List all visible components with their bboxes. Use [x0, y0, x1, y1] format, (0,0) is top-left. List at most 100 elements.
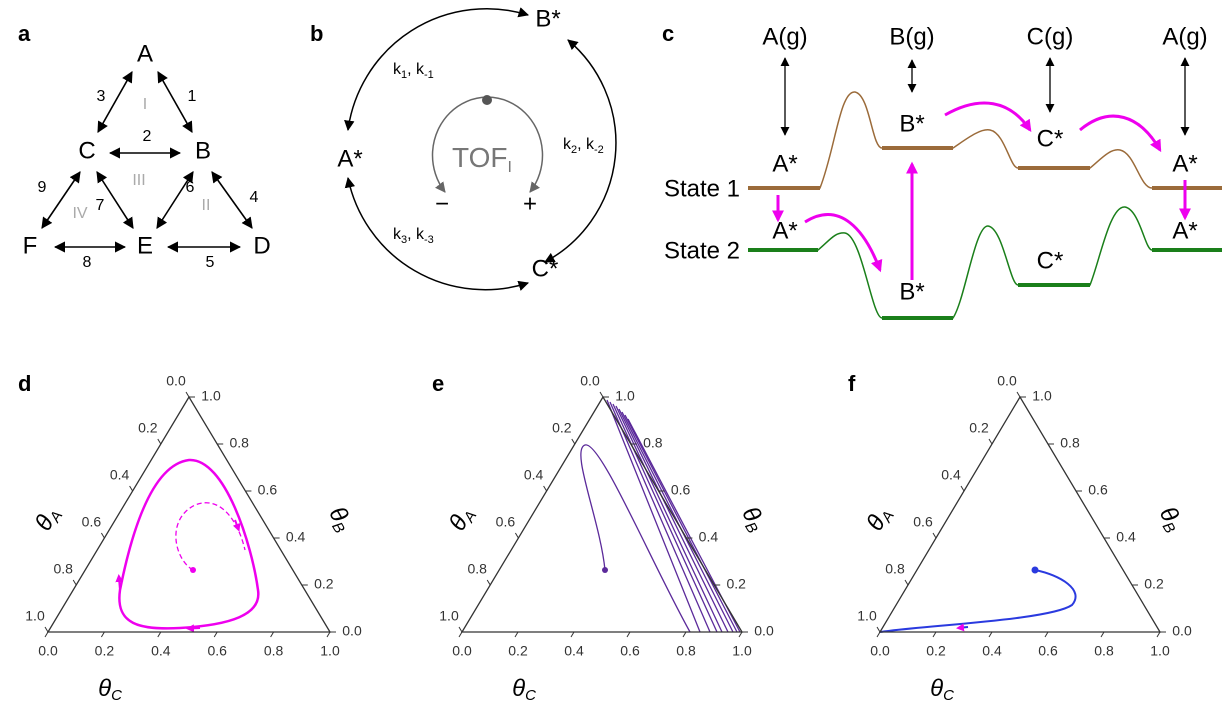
tick-label: 0.8: [676, 643, 696, 659]
pathway-arrows: [772, 101, 1191, 280]
axis-label: θB: [322, 502, 358, 536]
tick-label: 0.6: [496, 514, 516, 530]
tick: [626, 631, 631, 638]
region-label: I: [143, 96, 147, 113]
tick: [599, 391, 604, 398]
gas: C(g): [1027, 23, 1074, 50]
tick-label: 0.0: [870, 643, 890, 659]
start-point: [602, 567, 608, 573]
tick: [543, 485, 548, 492]
tick: [1156, 631, 1161, 638]
species: A*: [1172, 150, 1197, 177]
tick-label: 1.0: [615, 388, 635, 404]
species: C*: [1037, 125, 1064, 152]
tick-label: 0.6: [1038, 643, 1058, 659]
tick-label: 0.8: [53, 561, 73, 577]
tick: [514, 532, 519, 539]
tick-label: 1.0: [201, 388, 221, 404]
tick-label: 0.6: [913, 514, 933, 530]
tick: [932, 631, 937, 638]
node: D: [253, 232, 270, 259]
edge-label: 9: [38, 179, 47, 196]
edge-label: 8: [83, 254, 92, 271]
rate-part: , k: [407, 226, 425, 243]
edge-label: 7: [96, 197, 105, 214]
rate-part: -1: [424, 69, 434, 81]
rate-part: , k: [577, 136, 595, 153]
tick-label: 0.6: [1088, 482, 1108, 498]
tick-label: 0.0: [166, 373, 186, 389]
tick-label: 0.0: [452, 643, 472, 659]
tick-label: 0.4: [151, 643, 171, 659]
tick: [157, 631, 162, 638]
ternary-frame: [46, 395, 332, 633]
ternary-frame: [878, 395, 1162, 633]
gas: A(g): [762, 23, 807, 50]
tick: [129, 485, 134, 492]
state2-profile: [748, 206, 1222, 319]
axis-label: θA: [862, 502, 898, 536]
state1-levels: [748, 146, 1222, 190]
tick-label: 0.8: [264, 643, 284, 659]
tick: [213, 631, 218, 638]
edge-label: 2: [143, 128, 152, 145]
species: A*: [337, 145, 362, 172]
region-label: IV: [72, 205, 87, 222]
tick-label: 1.0: [439, 608, 459, 624]
state1-profile: [748, 91, 1222, 189]
rate-label: k3, k-3: [393, 226, 434, 246]
tick: [458, 626, 463, 633]
tof-dot: [482, 95, 492, 105]
adsorption-arrows: [780, 57, 1190, 136]
tick-label: 0.2: [314, 576, 334, 592]
sign: +: [523, 190, 537, 217]
tick-label: 0.2: [969, 420, 989, 436]
tick-label: 0.0: [38, 643, 58, 659]
tick-label: 0.2: [138, 420, 158, 436]
tick-label: 0.8: [1094, 643, 1114, 659]
direction-arrow: [956, 623, 969, 632]
axis-symbol: θ: [930, 675, 943, 702]
species: C*: [532, 255, 559, 282]
axis-label: θB: [735, 502, 771, 536]
species: B*: [899, 278, 924, 305]
tick-label: 0.4: [699, 529, 719, 545]
tick-label: 0.6: [207, 643, 227, 659]
sign: −: [435, 190, 449, 217]
tick: [570, 631, 575, 638]
start-point: [190, 567, 196, 573]
tick-label: 1.0: [1032, 388, 1052, 404]
direction-arrow: [232, 519, 241, 532]
tick-label: 0.2: [95, 643, 115, 659]
tick-label: 0.2: [552, 420, 572, 436]
axis-label: θC: [512, 675, 536, 704]
tick: [960, 485, 965, 492]
tick-label: 0.2: [926, 643, 946, 659]
tick: [157, 438, 162, 445]
species: C*: [1037, 247, 1064, 274]
panel-label: c: [662, 21, 674, 46]
tick: [682, 631, 687, 638]
tick: [1016, 391, 1021, 398]
state-label: State 1: [664, 175, 740, 202]
tick-label: 0.0: [1172, 623, 1192, 639]
edge-label: 6: [186, 179, 195, 196]
tick-label: 0.0: [997, 373, 1017, 389]
node: E: [137, 232, 153, 259]
tick: [571, 438, 576, 445]
rate-part: 3: [401, 234, 407, 246]
tick: [44, 631, 49, 638]
tick-label: 1.0: [320, 643, 340, 659]
tick-label: 0.2: [1144, 576, 1164, 592]
panel-label: e: [432, 371, 444, 396]
tick: [738, 631, 743, 638]
state-label: State 2: [664, 237, 740, 264]
tick-label: 0.0: [342, 623, 362, 639]
tick-label: 0.6: [671, 482, 691, 498]
species: A*: [1172, 217, 1197, 244]
tick-label: 0.6: [620, 643, 640, 659]
tick: [270, 631, 275, 638]
transient: [175, 502, 246, 571]
rate-part: , k: [407, 61, 425, 78]
